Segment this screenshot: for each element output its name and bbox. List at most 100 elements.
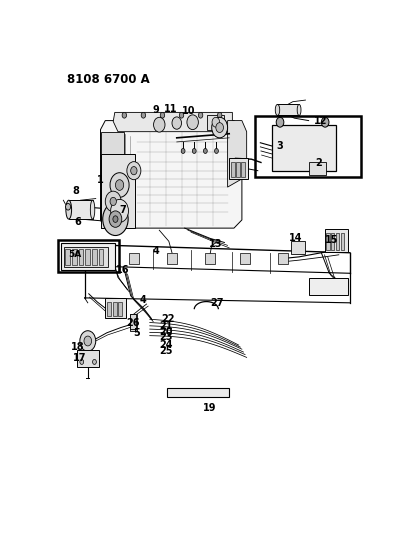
Bar [278, 253, 287, 264]
Polygon shape [69, 200, 92, 219]
Bar [235, 161, 239, 177]
Circle shape [160, 112, 164, 118]
Text: 19: 19 [203, 403, 216, 413]
Bar [61, 243, 115, 270]
Bar [105, 298, 126, 318]
Bar [77, 350, 99, 367]
Text: 5: 5 [133, 328, 140, 338]
Text: 4: 4 [153, 246, 159, 256]
Text: 8108 6700 A: 8108 6700 A [67, 74, 150, 86]
Text: 25: 25 [159, 346, 172, 356]
Text: 5A: 5A [68, 251, 81, 259]
Bar [290, 241, 305, 254]
Bar [240, 253, 249, 264]
Bar [330, 233, 334, 250]
Bar [79, 249, 83, 265]
Circle shape [110, 197, 116, 206]
Bar [98, 249, 103, 265]
Text: 16: 16 [116, 265, 129, 275]
Text: 3: 3 [276, 141, 283, 151]
Text: 9: 9 [152, 105, 158, 115]
Ellipse shape [90, 200, 94, 219]
Bar [324, 229, 347, 252]
Text: 2: 2 [314, 158, 321, 168]
Bar [167, 388, 229, 397]
Text: 18: 18 [70, 342, 84, 352]
Bar [335, 233, 338, 250]
Bar [58, 240, 119, 272]
Text: 4: 4 [140, 295, 146, 305]
Circle shape [187, 115, 198, 130]
Bar [112, 302, 117, 317]
Circle shape [103, 203, 128, 236]
Bar [240, 161, 244, 177]
Bar [167, 253, 176, 264]
Circle shape [84, 336, 91, 346]
Polygon shape [100, 132, 124, 228]
Circle shape [211, 117, 219, 127]
Circle shape [115, 180, 124, 190]
Bar [130, 314, 137, 330]
Circle shape [110, 173, 129, 197]
Ellipse shape [66, 200, 72, 219]
Circle shape [141, 112, 145, 118]
Bar [118, 302, 122, 317]
Bar [65, 249, 70, 265]
Bar [308, 161, 325, 175]
Text: 15: 15 [324, 235, 337, 245]
Text: 13: 13 [209, 239, 222, 249]
Text: 17: 17 [72, 353, 86, 363]
Bar [229, 158, 248, 179]
Bar [207, 115, 224, 130]
Circle shape [211, 117, 227, 138]
Circle shape [276, 117, 283, 127]
Ellipse shape [274, 104, 279, 116]
Bar [129, 253, 138, 264]
Text: 10: 10 [181, 106, 195, 116]
Polygon shape [277, 104, 299, 115]
Text: 20: 20 [159, 327, 172, 336]
Bar [85, 249, 90, 265]
Text: 27: 27 [210, 298, 224, 308]
Circle shape [203, 149, 207, 154]
Bar [308, 278, 348, 295]
Bar [205, 253, 214, 264]
Bar [326, 233, 329, 250]
Text: 8: 8 [72, 186, 79, 196]
Circle shape [172, 117, 181, 129]
Polygon shape [100, 120, 241, 228]
Bar [92, 249, 97, 265]
Text: 14: 14 [288, 233, 302, 243]
Circle shape [192, 149, 196, 154]
Circle shape [65, 204, 70, 210]
Circle shape [215, 123, 223, 133]
Polygon shape [227, 120, 246, 187]
Circle shape [179, 112, 183, 118]
Circle shape [110, 199, 128, 222]
Circle shape [214, 149, 218, 154]
Ellipse shape [297, 104, 300, 116]
Bar [272, 125, 335, 171]
Circle shape [80, 359, 83, 365]
Circle shape [153, 117, 164, 132]
Circle shape [109, 211, 121, 227]
Circle shape [122, 112, 126, 118]
Text: 11: 11 [163, 104, 177, 114]
Bar [130, 314, 136, 329]
Circle shape [130, 166, 137, 175]
Circle shape [105, 191, 121, 212]
Bar [72, 249, 76, 265]
Circle shape [321, 117, 328, 127]
Polygon shape [113, 112, 232, 132]
Text: 12: 12 [313, 116, 327, 126]
Text: 23: 23 [159, 332, 172, 342]
Bar [230, 161, 234, 177]
Circle shape [126, 161, 141, 180]
Circle shape [80, 330, 96, 351]
Circle shape [181, 149, 184, 154]
Bar [254, 117, 360, 177]
Bar [64, 247, 108, 266]
Text: 21: 21 [159, 321, 172, 331]
Text: 6: 6 [74, 217, 81, 228]
Circle shape [92, 359, 96, 365]
